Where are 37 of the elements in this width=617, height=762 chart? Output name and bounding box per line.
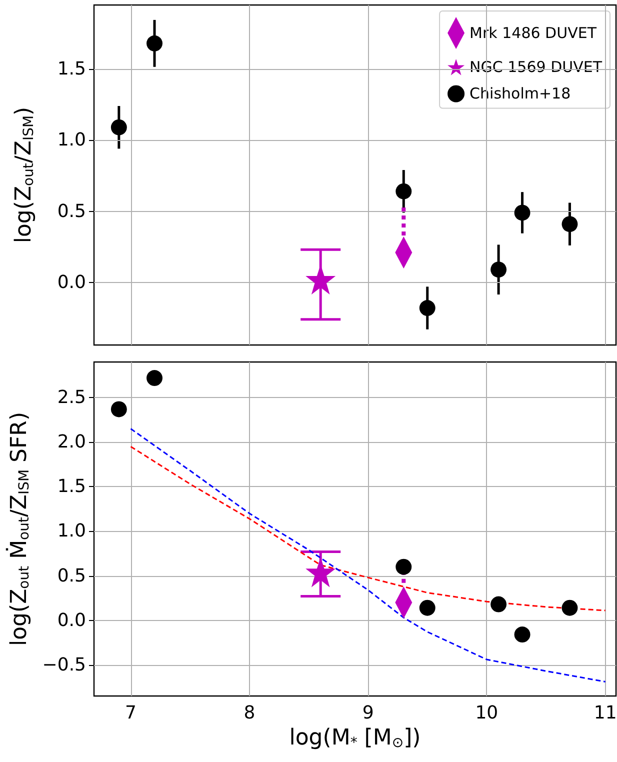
legend-label: Mrk 1486 DUVET (470, 24, 598, 42)
point (514, 626, 530, 643)
x-tick-label: 7 (125, 702, 137, 724)
y-axis-title: log(Zout Ṁout/ZISM SFR) (4, 412, 32, 646)
point (396, 183, 412, 200)
y-tick-label: 2.5 (57, 387, 86, 408)
x-tick-label: 10 (475, 702, 498, 724)
x-tick-label: 8 (244, 702, 256, 724)
y-tick-label: −0.5 (42, 654, 86, 676)
point (110, 401, 127, 418)
y-tick-label: 1.5 (57, 58, 86, 80)
line-series (130, 446, 606, 612)
point (146, 370, 163, 386)
y-tick-label: 1.0 (57, 130, 86, 151)
y-tick-label: 0.0 (57, 272, 86, 293)
point (514, 204, 530, 221)
point (146, 35, 163, 52)
point (562, 600, 578, 616)
point (419, 600, 436, 616)
line-series (130, 428, 606, 682)
y-tick-label: 0.5 (57, 200, 86, 222)
point (419, 300, 436, 316)
legend-label: Chisholm+18 (470, 84, 571, 103)
y-tick-label: 2.0 (57, 432, 86, 453)
y-tick-label: 1.5 (57, 476, 86, 498)
point (396, 558, 412, 575)
y-axis-title: log(Zout/ZISM) (12, 106, 37, 244)
point (110, 119, 127, 136)
y-tick-label: 0.5 (57, 565, 86, 586)
x-axis-title: log(M* [M⊙]) (289, 725, 421, 751)
x-tick-label: 11 (594, 702, 617, 724)
point (490, 596, 507, 612)
y-tick-label: 0.0 (57, 610, 86, 631)
point (490, 262, 507, 278)
point (562, 216, 578, 232)
x-tick-label: 9 (362, 702, 374, 724)
y-tick-label: 1.0 (57, 520, 86, 542)
